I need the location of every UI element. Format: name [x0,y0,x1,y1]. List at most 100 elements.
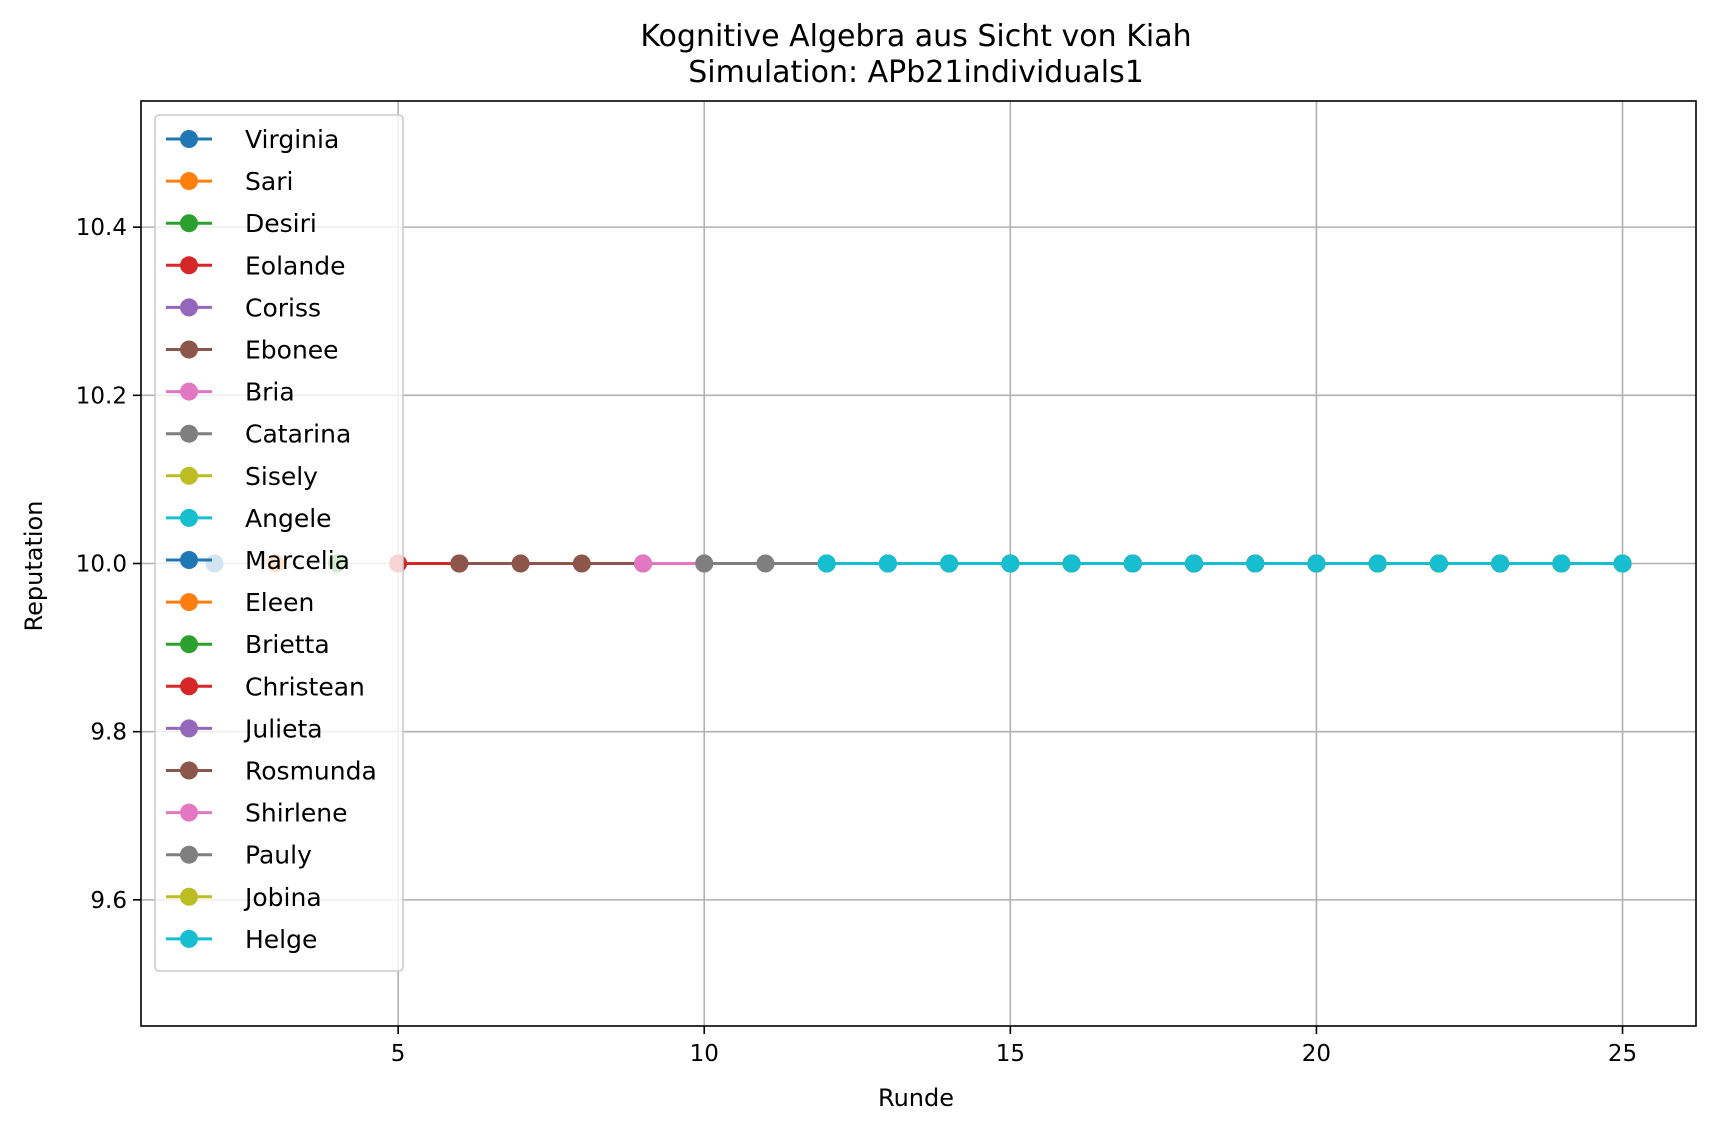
y-tick-label: 9.8 [90,720,127,746]
legend-marker [180,929,198,948]
legend-item-eleen: Eleen [166,588,314,617]
legend-label: Christean [245,672,365,701]
legend-marker [180,677,198,696]
legend-box [154,114,404,972]
x-tick-label: 5 [391,1041,406,1067]
legend-item-eolande: Eolande [166,251,345,280]
legend-marker [180,382,198,401]
legend-label: Marcelia [245,546,350,575]
y-tick-label: 9.6 [90,888,127,914]
data-point [1368,554,1387,573]
legend-marker [180,340,198,359]
data-point [1491,554,1510,573]
legend-item-helge: Helge [166,925,317,954]
data-point [450,554,469,573]
data-point [511,554,530,573]
legend-marker [180,424,198,443]
legend-label: Helge [245,925,317,954]
data-point [1123,554,1142,573]
chart-subtitle: Simulation: APb21individuals1 [688,55,1144,90]
legend-label: Coriss [245,293,321,322]
legend-label: Jobina [243,883,322,912]
legend-item-virginia: Virginia [166,125,339,154]
legend-marker [180,761,198,780]
y-tick-label: 10.2 [76,383,127,409]
legend-marker [180,508,198,527]
legend-item-brietta: Brietta [166,630,330,659]
legend-label: Bria [245,378,295,407]
legend-item-desiri: Desiri [166,209,317,238]
data-point [1307,554,1326,573]
legend-marker [180,551,198,569]
x-tick-label: 10 [690,1041,719,1067]
x-tick-label: 25 [1608,1041,1637,1067]
data-point [940,554,959,573]
legend-label: Eleen [245,588,314,617]
data-point [756,554,775,573]
legend-item-coriss: Coriss [166,293,321,322]
data-point [1613,554,1632,573]
legend-item-bria: Bria [166,378,295,407]
series-group [205,554,1632,573]
legend-item-angele: Angele [166,504,332,533]
legend-marker [180,803,198,822]
x-axis-label: Runde [878,1084,954,1112]
legend-label: Brietta [245,630,330,659]
x-tick-label: 15 [996,1041,1025,1067]
legend-label: Ebonee [245,336,339,365]
legend-marker [180,719,198,738]
data-point [1062,554,1081,573]
legend-marker [180,635,198,654]
data-point [1552,554,1571,573]
legend-item-ebonee: Ebonee [166,336,339,365]
y-tick-label: 10.0 [76,552,127,578]
legend-item-christean: Christean [166,672,365,701]
axes: 5 10 15 20 25 9.6 9.8 10.0 10.2 10.4 [76,100,1697,1067]
legend: Virginia Sari Desiri Eolande Coriss Ebonee Bri… [154,114,404,972]
legend-marker [180,214,198,233]
legend-marker [180,172,198,191]
legend-marker [180,845,198,864]
chart-title: Kognitive Algebra aus Sicht von Kiah [640,19,1191,54]
series-helge [817,554,1632,573]
legend-label: Sisely [245,462,318,491]
y-axis-label: Reputation [20,501,48,632]
legend-marker [180,130,198,148]
legend-label: Rosmunda [245,757,377,786]
data-point [817,554,836,573]
legend-label: Eolande [245,251,345,280]
data-point [695,554,714,573]
data-point [1246,554,1265,573]
legend-marker [180,298,198,317]
legend-item-jobina: Jobina [166,883,322,912]
legend-label: Virginia [245,125,339,154]
legend-label: Shirlene [245,799,348,828]
data-point [1429,554,1448,573]
data-point [634,554,653,573]
legend-item-sari: Sari [166,167,293,196]
data-point [1001,554,1020,573]
legend-item-marcelia: Marcelia [166,546,350,575]
legend-marker [180,256,198,275]
legend-label: Julieta [243,714,323,743]
data-point [572,554,591,573]
legend-label: Catarina [245,420,351,449]
legend-item-sisely: Sisely [166,462,318,491]
legend-item-shirlene: Shirlene [166,799,348,828]
data-point [1184,554,1203,573]
legend-marker [180,466,198,485]
legend-label: Pauly [245,841,312,870]
legend-item-catarina: Catarina [166,420,351,449]
x-tick-label: 20 [1302,1041,1331,1067]
legend-marker [180,593,198,612]
y-tick-label: 10.4 [76,215,127,241]
legend-item-rosmunda: Rosmunda [166,757,377,786]
data-point [878,554,897,573]
legend-item-pauly: Pauly [166,841,312,870]
legend-label: Angele [245,504,332,533]
legend-label: Sari [245,167,293,196]
legend-marker [180,887,198,906]
legend-label: Desiri [245,209,317,238]
legend-item-julieta: Julieta [166,714,323,743]
